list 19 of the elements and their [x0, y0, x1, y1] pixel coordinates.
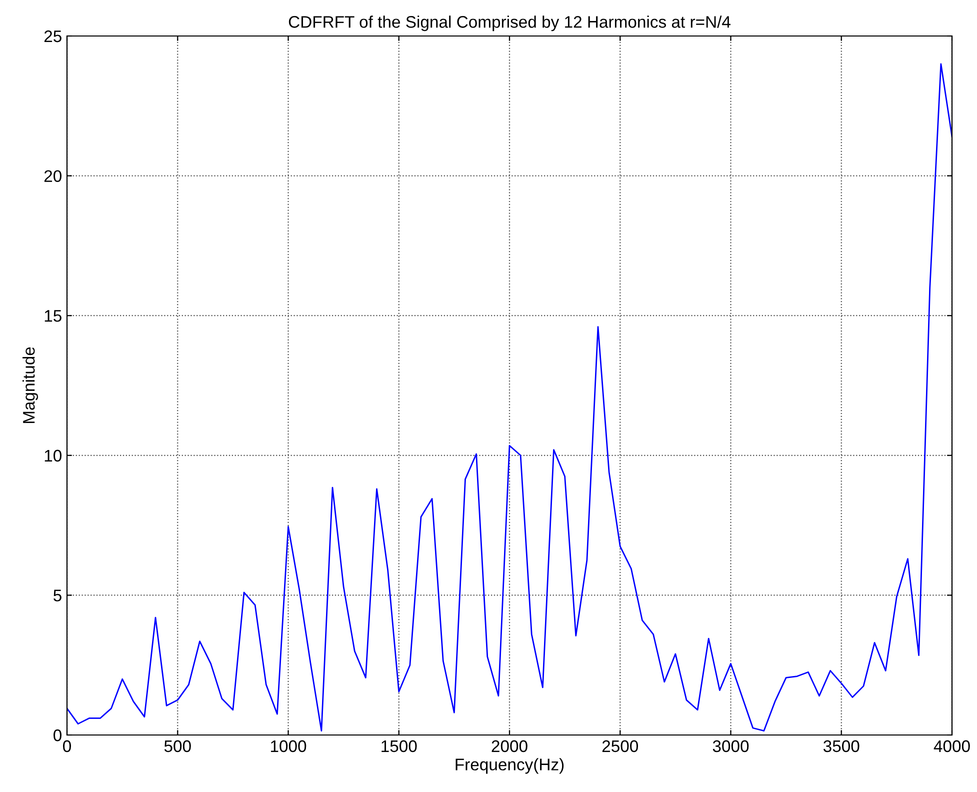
- x-tick-label: 4000: [934, 740, 970, 752]
- x-tick-label: 2500: [602, 740, 638, 752]
- y-tick-label: 5: [54, 590, 62, 602]
- y-tick-label: 20: [44, 170, 62, 182]
- line-series: [67, 63, 952, 732]
- x-tick-label: 1500: [382, 740, 417, 752]
- x-tick-label: 2000: [492, 740, 528, 752]
- x-tick-label: 3000: [712, 740, 749, 752]
- x-tick-label: 500: [164, 740, 191, 752]
- x-tick-label: 0: [63, 740, 71, 752]
- y-tick-label: 15: [44, 310, 62, 322]
- x-axis-title: Frequency(Hz): [456, 758, 564, 774]
- y-tick-label: 10: [44, 450, 62, 462]
- y-tick-label: 0: [54, 729, 62, 742]
- x-tick-label: 1000: [270, 740, 306, 752]
- y-axis-title: Magnitude: [22, 347, 38, 424]
- y-tick-label: 25: [44, 30, 62, 42]
- chart-title: CDFRFT of the Signal Comprised by 12 Harmonics at r=N/4: [288, 16, 730, 32]
- x-tick-label: 3500: [823, 740, 860, 752]
